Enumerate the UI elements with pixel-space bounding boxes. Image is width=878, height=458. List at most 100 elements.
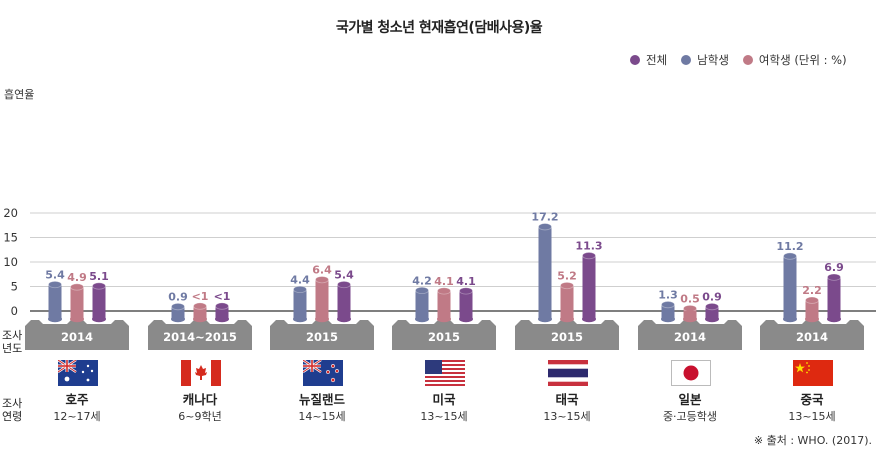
source-note: ※ 출처 : WHO. (2017).	[753, 434, 872, 447]
chart-title: 국가별 청소년 현재흡연(담배사용)율	[335, 20, 543, 36]
y-axis-label: 흡연율	[4, 88, 35, 101]
bar-cap	[337, 280, 351, 289]
bar-cap	[805, 296, 819, 304]
country-age: 12~17세	[53, 410, 101, 423]
bar	[827, 277, 841, 311]
bar-cap	[582, 252, 596, 260]
bar-base	[215, 311, 229, 319]
data-label: 17.2	[531, 211, 558, 224]
year-band	[515, 320, 619, 350]
data-label: 0.9	[168, 291, 188, 304]
bar-base	[538, 311, 552, 319]
year-band	[25, 320, 129, 350]
year-band	[270, 320, 374, 350]
data-label: <1	[214, 290, 231, 303]
bar-cap	[459, 287, 473, 295]
bar	[437, 290, 451, 311]
bar-base	[683, 311, 697, 319]
bar-base	[459, 311, 473, 319]
bar-base	[705, 311, 719, 319]
bar-base	[293, 311, 307, 319]
bar-cap	[783, 252, 797, 260]
legend-item-male: 남학생	[681, 52, 729, 68]
data-label: 0.9	[702, 291, 722, 304]
bar-base	[783, 311, 797, 319]
bar-cap	[48, 280, 62, 289]
country-age: 중·고등학생	[662, 410, 718, 423]
country-age: 13~15세	[543, 410, 591, 423]
data-label: 5.1	[89, 270, 109, 283]
bar-cap	[661, 301, 675, 309]
year-label: 2015	[428, 330, 460, 344]
year-band	[148, 320, 252, 350]
country-name: 미국	[432, 392, 456, 407]
country-age: 13~15세	[788, 410, 836, 423]
data-label: 4.9	[67, 271, 87, 284]
y-tick-label: 5	[11, 280, 18, 294]
bar-cap	[415, 286, 429, 295]
country-age: 14~15세	[298, 410, 346, 423]
survey-year-label: 조사 년도	[2, 329, 28, 355]
country-name: 중국	[800, 392, 824, 407]
bar-cap	[171, 302, 185, 311]
y-tick-label: 15	[3, 231, 18, 245]
bar	[92, 286, 106, 311]
bar-base	[337, 311, 351, 319]
y-tick-label: 0	[11, 304, 18, 318]
bar-cap	[538, 223, 552, 231]
data-label: 4.1	[434, 275, 454, 288]
legend-label-female: 여학생 (단위 : %)	[758, 53, 847, 67]
year-label: 2014	[796, 330, 828, 344]
bar-cap	[705, 302, 719, 311]
usa-flag-icon	[425, 360, 465, 386]
bar-base	[70, 311, 84, 319]
y-tick-label: 10	[3, 255, 18, 269]
bar-cap	[683, 304, 697, 313]
bar-base	[415, 311, 429, 319]
legend-dot-total	[630, 55, 640, 65]
bar	[459, 290, 473, 311]
bar	[560, 285, 574, 311]
data-label: 6.4	[312, 264, 332, 277]
bar-base	[437, 311, 451, 319]
bar	[538, 226, 552, 311]
bar-base	[827, 311, 841, 319]
year-label: 2014~2015	[163, 330, 237, 344]
data-label: 11.2	[776, 240, 803, 253]
data-label: 4.2	[412, 274, 432, 287]
survey-age-label-text: 조사 연령	[2, 397, 23, 423]
bar-base	[661, 311, 675, 319]
bar-base	[193, 311, 207, 319]
data-label: 1.3	[658, 289, 678, 302]
legend: 전체 남학생 여학생 (단위 : %)	[630, 52, 861, 68]
country-age: 6~9학년	[178, 410, 222, 423]
bar	[70, 286, 84, 311]
japan-flag-icon	[671, 360, 711, 386]
data-label: 4.1	[456, 275, 476, 288]
legend-label-total: 전체	[646, 53, 668, 67]
new-zealand-flag-icon	[303, 360, 343, 386]
year-label: 2015	[551, 330, 583, 344]
bar	[48, 284, 62, 311]
survey-age-label: 조사 연령	[2, 397, 28, 423]
china-flag-icon	[793, 360, 833, 386]
year-label: 2014	[61, 330, 93, 344]
bar-cap	[827, 273, 841, 281]
data-label: 6.9	[824, 261, 844, 274]
bar	[805, 300, 819, 311]
legend-dot-male	[681, 55, 692, 65]
data-label: 5.4	[45, 269, 65, 282]
country-name: 호주	[65, 392, 89, 407]
bar-base	[92, 311, 106, 319]
year-band	[392, 320, 496, 350]
bar	[315, 279, 329, 311]
bar-base	[805, 311, 819, 319]
bar-base	[171, 311, 185, 319]
bar	[337, 284, 351, 311]
canada-flag-icon	[181, 360, 221, 386]
legend-item-female: 여학생 (단위 : %)	[742, 52, 847, 68]
year-band	[760, 320, 864, 350]
data-label: 5.4	[334, 269, 354, 282]
year-band	[638, 320, 742, 350]
bar-cap	[70, 283, 84, 291]
